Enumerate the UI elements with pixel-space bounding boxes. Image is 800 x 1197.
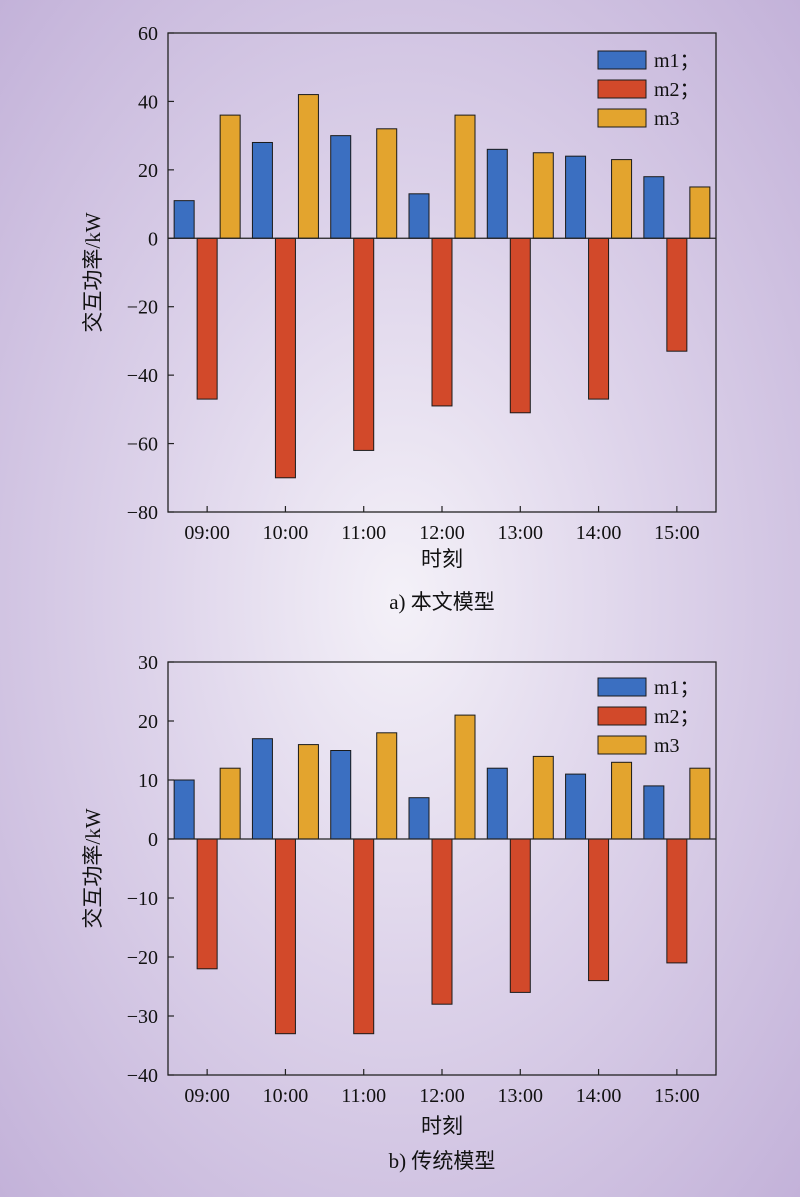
bar-m2-0900 [196, 838, 218, 970]
bar-m3-1500 [689, 767, 711, 840]
bar-m2-1100 [353, 237, 375, 451]
bar-m2-1200 [431, 237, 453, 407]
bar-m2-1400 [588, 237, 610, 400]
bar-m1-1100 [330, 135, 352, 239]
y-tick-label: 0 [148, 228, 158, 250]
y-tick-label: −10 [127, 888, 158, 910]
bar-m2-1200 [431, 838, 453, 1005]
bar-m2-1300 [509, 838, 531, 993]
chart-caption: a) 本文模型 [389, 590, 495, 614]
bar-m3-1500 [689, 186, 711, 239]
bar-m2-1300 [509, 237, 531, 414]
x-tick-label: 10:00 [263, 1085, 309, 1107]
y-tick-label: −60 [127, 434, 158, 456]
x-tick-label: 14:00 [576, 522, 622, 544]
bar-m3-0900 [219, 767, 241, 840]
bar-m3-1000 [297, 744, 319, 840]
y-tick-label: 60 [138, 23, 158, 45]
y-tick-label: 40 [138, 91, 158, 113]
bar-m1-1200 [408, 193, 430, 239]
bar-m1-1400 [565, 155, 587, 239]
bar-m2-1400 [588, 838, 610, 982]
bar-m2-1000 [274, 237, 296, 479]
bar-m3-1100 [376, 732, 398, 840]
bar-m3-1000 [297, 94, 319, 239]
bar-m2-1100 [353, 838, 375, 1035]
bar-m1-0900 [173, 200, 195, 239]
y-tick-label: 0 [148, 829, 158, 851]
legend-label: m3 [654, 108, 680, 130]
bar-m1-1400 [565, 773, 587, 840]
bar-m1-1000 [251, 141, 273, 239]
bar-m1-1300 [486, 148, 508, 239]
legend-swatch [597, 735, 647, 755]
y-tick-label: 20 [138, 711, 158, 733]
y-tick-label: −40 [127, 365, 158, 387]
bar-m1-1300 [486, 767, 508, 840]
bar-m2-1500 [666, 838, 688, 964]
legend-swatch [597, 50, 647, 70]
x-tick-label: 13:00 [498, 522, 544, 544]
y-axis-label: 交互功率/kW [81, 808, 105, 928]
legend-label: m2； [654, 706, 700, 728]
bar-m1-1500 [643, 176, 665, 239]
bar-m2-0900 [196, 237, 218, 400]
bar-m3-1300 [532, 755, 554, 840]
bar-m1-1500 [643, 785, 665, 840]
y-tick-label: −30 [127, 1006, 158, 1028]
x-tick-label: 15:00 [654, 522, 700, 544]
y-tick-label: −40 [127, 1065, 158, 1087]
x-tick-label: 11:00 [341, 1085, 386, 1107]
x-tick-label: 14:00 [576, 1085, 622, 1107]
legend-swatch [597, 79, 647, 99]
y-tick-label: 10 [138, 770, 158, 792]
x-tick-label: 12:00 [419, 522, 465, 544]
legend-swatch [597, 677, 647, 697]
bar-m2-1500 [666, 237, 688, 352]
y-tick-label: 30 [138, 652, 158, 674]
bar-m3-1200 [454, 714, 476, 840]
x-tick-label: 09:00 [184, 522, 230, 544]
y-tick-label: −20 [127, 297, 158, 319]
x-tick-label: 09:00 [184, 1085, 230, 1107]
legend-label: m2； [654, 79, 700, 101]
bar-m3-1300 [532, 152, 554, 239]
chart-b: 30 20 10 0 −10 −20 −30 −40 09:00 10:00 11:00 12:00 1… [81, 652, 717, 1173]
bar-m1-1200 [408, 797, 430, 840]
x-tick-label: 15:00 [654, 1085, 700, 1107]
x-tick-label: 10:00 [263, 522, 309, 544]
y-tick-label: −80 [127, 502, 158, 524]
y-tick-label: 20 [138, 160, 158, 182]
x-tick-label: 11:00 [341, 522, 386, 544]
bar-m1-1000 [251, 738, 273, 840]
y-axis-label: 交互功率/kW [81, 212, 105, 332]
x-tick-label: 13:00 [498, 1085, 544, 1107]
bar-m1-0900 [173, 779, 195, 840]
bar-m3-1400 [611, 761, 633, 840]
bar-m3-1200 [454, 114, 476, 239]
legend-swatch [597, 108, 647, 128]
x-tick-label: 12:00 [419, 1085, 465, 1107]
y-tick-label: −20 [127, 947, 158, 969]
legend-swatch [597, 706, 647, 726]
bar-m1-1100 [330, 750, 352, 840]
legend-label: m1； [654, 677, 700, 699]
x-axis-label: 时刻 [421, 1114, 463, 1138]
bar-m2-1000 [274, 838, 296, 1035]
x-axis-label: 时刻 [421, 547, 463, 571]
legend-label: m1； [654, 50, 700, 72]
chart-a: 60 40 20 0 −20 −40 −60 −80 09:00 10:00 11:00 12:00 1… [81, 23, 717, 614]
chart-caption: b) 传统模型 [389, 1149, 496, 1173]
legend-label: m3 [654, 735, 680, 757]
bar-m3-1100 [376, 128, 398, 239]
bar-m3-0900 [219, 114, 241, 239]
bar-m3-1400 [611, 159, 633, 239]
